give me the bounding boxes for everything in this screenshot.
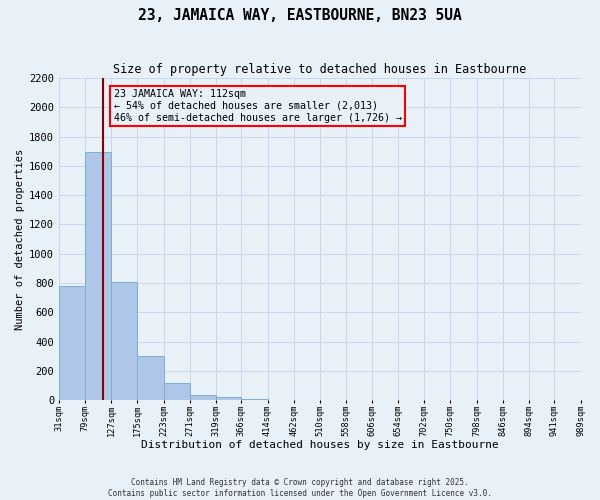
Bar bbox=[59, 286, 85, 400]
Bar bbox=[111, 282, 137, 400]
Y-axis label: Number of detached properties: Number of detached properties bbox=[15, 148, 25, 330]
Bar bbox=[137, 356, 164, 400]
Title: Size of property relative to detached houses in Eastbourne: Size of property relative to detached ho… bbox=[113, 62, 526, 76]
Text: 23, JAMAICA WAY, EASTBOURNE, BN23 5UA: 23, JAMAICA WAY, EASTBOURNE, BN23 5UA bbox=[138, 8, 462, 22]
X-axis label: Distribution of detached houses by size in Eastbourne: Distribution of detached houses by size … bbox=[141, 440, 499, 450]
Text: 23 JAMAICA WAY: 112sqm
← 54% of detached houses are smaller (2,013)
46% of semi-: 23 JAMAICA WAY: 112sqm ← 54% of detached… bbox=[114, 90, 402, 122]
Bar bbox=[216, 397, 241, 400]
Bar bbox=[164, 384, 190, 400]
Bar bbox=[85, 152, 111, 400]
Bar bbox=[190, 395, 216, 400]
Text: Contains HM Land Registry data © Crown copyright and database right 2025.
Contai: Contains HM Land Registry data © Crown c… bbox=[108, 478, 492, 498]
